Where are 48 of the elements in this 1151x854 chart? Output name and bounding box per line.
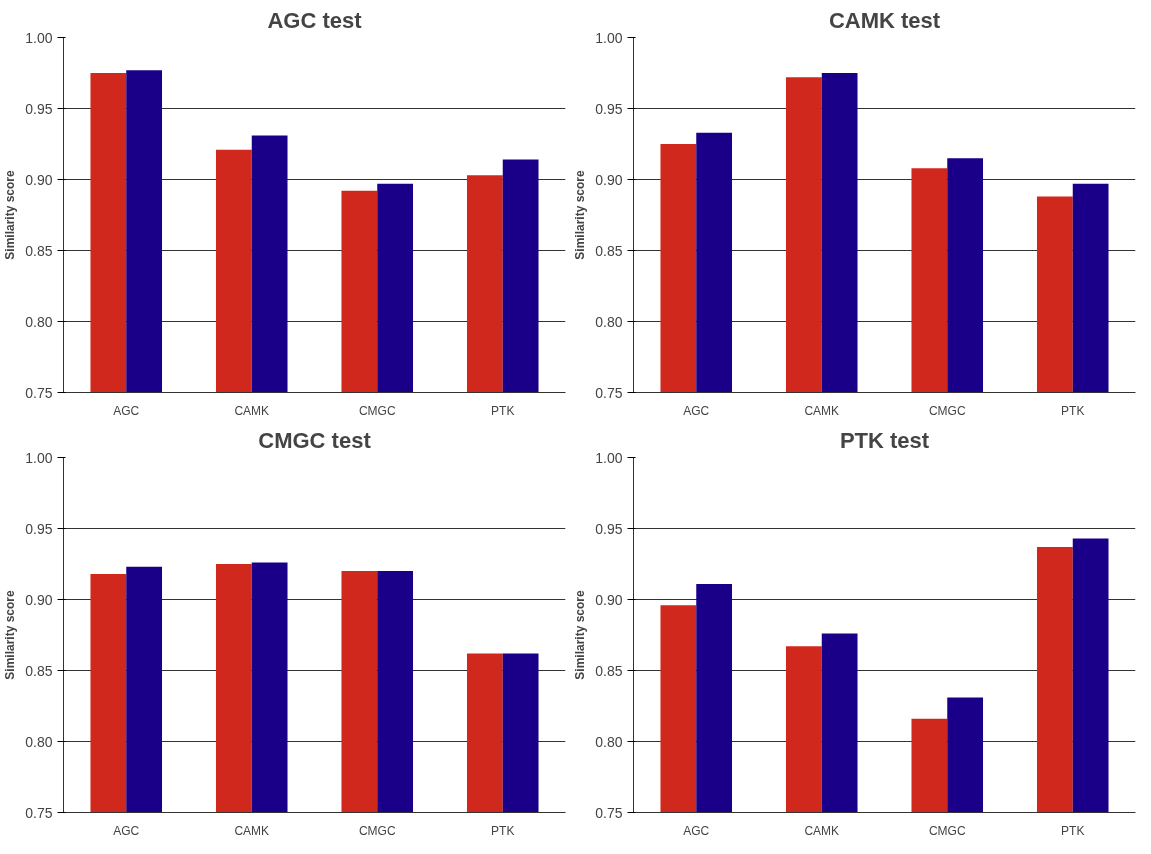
chart-title: CMGC test (258, 427, 372, 453)
y-tick-label: 0.75 (595, 384, 623, 401)
y-tick-label: 0.95 (25, 520, 53, 537)
y-tick-label: 1.00 (595, 449, 623, 466)
y-tick-label: 0.80 (595, 733, 623, 750)
chart-title: PTK test (839, 427, 930, 453)
y-tick-label: 1.00 (25, 449, 53, 466)
y-tick-label: 0.90 (595, 171, 623, 188)
x-tick-label: CMGC (358, 823, 396, 838)
y-tick-label: 0.75 (25, 804, 53, 821)
y-tick-label: 0.85 (595, 242, 623, 259)
chart-title: CAMK test (828, 7, 941, 33)
y-tick-label: 0.90 (25, 591, 53, 608)
x-tick-label: PTK (1061, 823, 1085, 838)
x-tick-label: CAMK (234, 823, 270, 838)
y-tick-label: 1.00 (595, 29, 623, 46)
y-tick-label: 0.80 (595, 313, 623, 330)
x-tick-label: AGC (683, 403, 710, 418)
x-tick-label: CMGC (928, 403, 966, 418)
y-tick-label: 0.85 (595, 662, 623, 679)
x-tick-label: CAMK (804, 403, 840, 418)
x-tick-label: PTK (1061, 403, 1085, 418)
y-tick-label: 0.95 (595, 520, 623, 537)
y-axis-title: Similarity score (573, 589, 588, 680)
y-tick-label: 0.90 (595, 591, 623, 608)
y-tick-label: 0.85 (25, 662, 53, 679)
x-tick-label: CMGC (928, 823, 966, 838)
y-tick-label: 0.85 (25, 242, 53, 259)
y-tick-label: 0.75 (595, 804, 623, 821)
x-tick-label: PTK (491, 403, 515, 418)
chart-title: AGC test (267, 7, 363, 33)
x-tick-label: AGC (113, 403, 140, 418)
y-tick-label: 1.00 (25, 29, 53, 46)
y-tick-label: 0.80 (25, 313, 53, 330)
x-tick-label: CMGC (358, 403, 396, 418)
y-tick-label: 0.75 (25, 384, 53, 401)
y-tick-label: 0.80 (25, 733, 53, 750)
y-tick-label: 0.90 (25, 171, 53, 188)
y-axis-title: Similarity score (573, 169, 588, 260)
x-tick-label: AGC (683, 823, 710, 838)
x-tick-label: CAMK (234, 403, 270, 418)
x-tick-label: AGC (113, 823, 140, 838)
x-tick-label: CAMK (804, 823, 840, 838)
x-tick-label: PTK (491, 823, 515, 838)
y-tick-label: 0.95 (595, 100, 623, 117)
y-tick-label: 0.95 (25, 100, 53, 117)
y-axis-title: Similarity score (3, 589, 18, 680)
y-axis-title: Similarity score (3, 169, 18, 260)
